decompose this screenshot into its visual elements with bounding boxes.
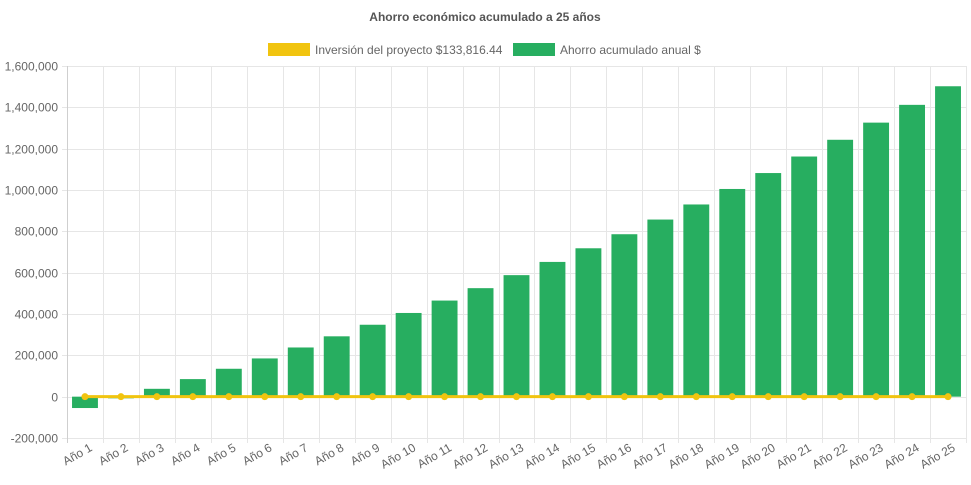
point-inversion[interactable]	[584, 393, 592, 401]
legend-item-ahorro[interactable]: Ahorro acumulado anual $	[513, 43, 701, 57]
bar-ahorro-acumulado[interactable]	[575, 248, 602, 397]
x-tick-label: Año 14	[522, 440, 562, 471]
y-tick-label: -200,000	[11, 432, 59, 446]
x-tick-label: Año 19	[702, 440, 742, 471]
point-inversion[interactable]	[728, 393, 736, 401]
y-tick-label: 800,000	[15, 225, 59, 239]
x-tick-label: Año 24	[882, 440, 922, 471]
x-tick-label: Año 13	[486, 440, 526, 471]
x-tick-label: Año 5	[204, 440, 238, 468]
point-inversion[interactable]	[261, 393, 269, 401]
point-inversion[interactable]	[333, 393, 341, 401]
bar-ahorro-acumulado[interactable]	[611, 234, 638, 397]
point-inversion[interactable]	[153, 393, 161, 401]
x-tick-label: Año 9	[348, 440, 382, 468]
y-tick-label: 1,000,000	[5, 184, 59, 198]
x-tick-label: Año 15	[558, 440, 598, 471]
y-tick-label: 1,600,000	[5, 60, 59, 74]
point-inversion[interactable]	[405, 393, 413, 401]
x-tick-label: Año 23	[846, 440, 886, 471]
x-tick-label: Año 2	[96, 440, 130, 468]
x-tick-label: Año 16	[594, 440, 634, 471]
bar-ahorro-acumulado[interactable]	[755, 173, 782, 397]
point-inversion[interactable]	[692, 393, 700, 401]
x-axis-ticks: Año 1 Año 2 Año 3 Año 4 Año 5 Año 6 Año 7 Año 8…	[60, 440, 957, 471]
point-inversion[interactable]	[189, 393, 197, 401]
bar-ahorro-acumulado[interactable]	[215, 368, 242, 397]
y-tick-label: 200,000	[15, 349, 59, 363]
point-inversion[interactable]	[369, 393, 377, 401]
point-inversion[interactable]	[513, 393, 520, 401]
y-tick-label: 0	[51, 391, 58, 405]
x-tick-label: Año 1	[60, 440, 94, 468]
point-inversion[interactable]	[225, 393, 233, 401]
grid	[62, 66, 967, 443]
y-tick-label: 1,200,000	[5, 143, 59, 157]
bar-ahorro-acumulado[interactable]	[719, 188, 746, 397]
point-inversion[interactable]	[297, 393, 305, 401]
legend-swatch-ahorro	[513, 43, 555, 56]
bar-ahorro-acumulado[interactable]	[503, 275, 530, 397]
legend-label-inversion: Inversión del proyecto $133,816.44	[315, 43, 503, 57]
point-inversion[interactable]	[81, 393, 89, 401]
x-tick-label: Año 10	[378, 440, 418, 471]
bar-ahorro-acumulado[interactable]	[179, 379, 206, 397]
y-tick-label: 600,000	[15, 267, 59, 281]
point-inversion[interactable]	[836, 393, 844, 401]
x-tick-label: Año 6	[240, 440, 274, 468]
bar-ahorro-acumulado[interactable]	[251, 358, 278, 397]
bar-ahorro-acumulado[interactable]	[827, 139, 854, 397]
point-inversion[interactable]	[620, 393, 628, 401]
x-tick-label: Año 20	[738, 440, 778, 471]
y-axis-ticks: 1,600,000 1,400,000 1,200,000 1,000,000 800,…	[5, 60, 59, 446]
x-tick-label: Año 25	[918, 440, 958, 471]
x-tick-label: Año 8	[312, 440, 346, 468]
point-inversion[interactable]	[441, 393, 449, 401]
bar-ahorro-acumulado[interactable]	[143, 388, 170, 397]
point-inversion[interactable]	[656, 393, 664, 401]
bar-ahorro-acumulado[interactable]	[431, 300, 458, 397]
point-inversion[interactable]	[764, 393, 772, 401]
bar-ahorro-acumulado[interactable]	[899, 104, 926, 397]
point-inversion[interactable]	[908, 393, 916, 401]
point-inversion[interactable]	[944, 393, 952, 401]
bar-ahorro-acumulado[interactable]	[287, 347, 314, 397]
x-tick-label: Año 22	[810, 440, 850, 471]
chart-title: Ahorro económico acumulado a 25 años	[369, 10, 601, 24]
bar-ahorro-acumulado[interactable]	[359, 324, 386, 397]
x-tick-label: Año 18	[666, 440, 706, 471]
x-tick-label: Año 7	[276, 440, 310, 468]
x-tick-label: Año 11	[415, 440, 454, 471]
legend-label-ahorro: Ahorro acumulado anual $	[560, 43, 701, 57]
legend-item-inversion[interactable]: Inversión del proyecto $133,816.44	[268, 43, 503, 57]
bar-ahorro-acumulado[interactable]	[72, 396, 98, 409]
bar-series	[72, 86, 961, 409]
x-tick-label: Año 17	[630, 440, 670, 471]
x-tick-label: Año 3	[132, 440, 166, 468]
y-tick-label: 1,400,000	[5, 101, 59, 115]
y-tick-label: 400,000	[15, 308, 59, 322]
point-inversion[interactable]	[800, 393, 808, 401]
line-series	[81, 393, 952, 401]
point-inversion[interactable]	[872, 393, 880, 401]
bar-ahorro-acumulado[interactable]	[647, 219, 674, 397]
bar-ahorro-acumulado[interactable]	[935, 86, 961, 397]
bar-ahorro-acumulado[interactable]	[323, 336, 350, 397]
x-tick-label: Año 21	[774, 440, 814, 471]
x-tick-label: Año 12	[450, 440, 490, 471]
bar-ahorro-acumulado[interactable]	[863, 122, 890, 397]
bar-ahorro-acumulado[interactable]	[539, 261, 566, 397]
x-tick-label: Año 4	[168, 440, 202, 468]
bar-ahorro-acumulado[interactable]	[395, 312, 422, 397]
point-inversion[interactable]	[548, 393, 556, 401]
bar-ahorro-acumulado[interactable]	[683, 204, 710, 397]
bar-ahorro-acumulado[interactable]	[791, 156, 818, 397]
point-inversion[interactable]	[117, 393, 125, 401]
point-inversion[interactable]	[477, 393, 485, 401]
bar-ahorro-acumulado[interactable]	[467, 288, 494, 397]
legend: Inversión del proyecto $133,816.44 Ahorr…	[268, 43, 701, 57]
legend-swatch-inversion	[268, 43, 310, 56]
